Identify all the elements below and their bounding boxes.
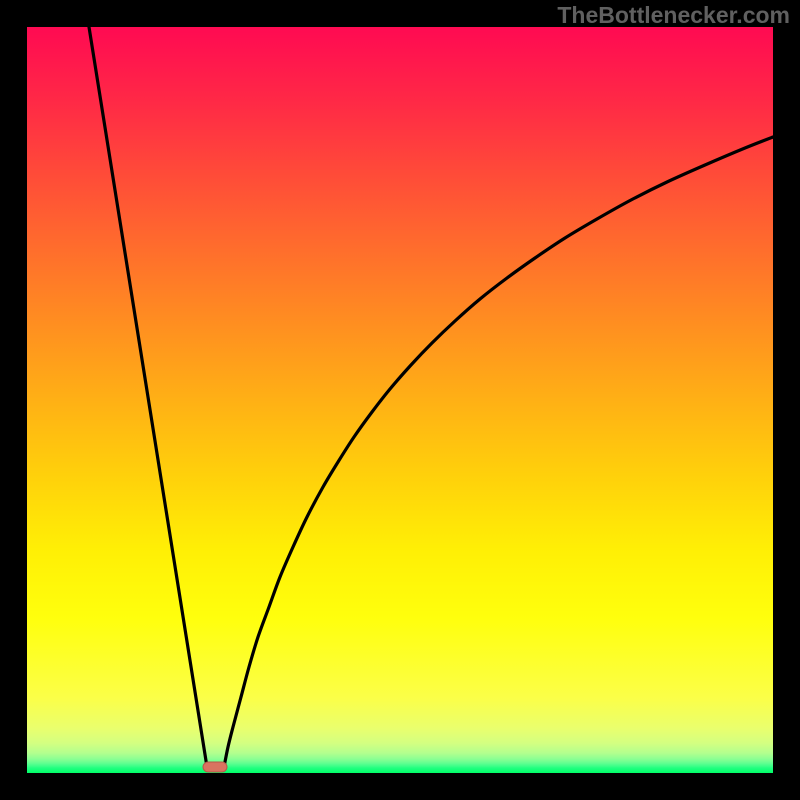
- chart-container: TheBottlenecker.com: [0, 0, 800, 800]
- watermark-text: TheBottlenecker.com: [557, 2, 790, 29]
- plot-area: [27, 27, 773, 773]
- optimal-point-marker: [203, 762, 227, 772]
- bottleneck-chart: [27, 27, 773, 773]
- gradient-background: [27, 27, 773, 773]
